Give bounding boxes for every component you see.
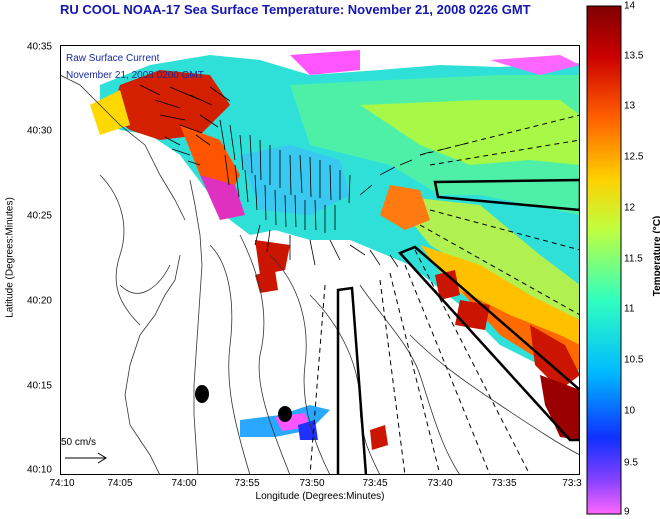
x-tick-label: 74:10 — [49, 478, 75, 489]
colorbar-tick: 14 — [624, 0, 636, 12]
current-vectors — [139, 84, 469, 268]
buoy-marker — [195, 385, 209, 403]
x-tick-label: 73:50 — [299, 478, 325, 489]
colorbar-gradient — [586, 5, 622, 515]
colorbar-tick: 11 — [624, 303, 635, 315]
legend-current-date: November 21, 2008 0200 GMT — [66, 70, 204, 81]
y-tick-label: 40:25 — [26, 210, 52, 222]
x-tick-label: 74:00 — [171, 478, 197, 489]
colorbar-tick: 11.5 — [624, 253, 643, 265]
colorbar-tick: 12.5 — [624, 151, 644, 163]
x-tick-label: 73:3 — [562, 478, 582, 489]
colorbar — [586, 5, 622, 515]
y-tick-label: 40:30 — [26, 125, 52, 137]
sst-field — [90, 50, 580, 450]
x-tick-label: 73:35 — [491, 478, 517, 489]
y-tick-label: 40:20 — [26, 295, 52, 307]
colorbar-tick: 10.5 — [624, 354, 644, 366]
y-tick-label: 40:10 — [26, 464, 52, 476]
y-axis-label: Latitude (Degrees:Minutes) — [4, 197, 16, 318]
x-tick-label: 73:45 — [362, 478, 388, 489]
colorbar-tick: 13.5 — [624, 50, 644, 62]
map-title: RU COOL NOAA-17 Sea Surface Temperature:… — [60, 2, 531, 17]
colorbar-tick: 9.5 — [624, 457, 638, 469]
colorbar-tick: 13 — [624, 100, 636, 112]
y-axis-ticks: 40:35 40:30 40:25 40:20 40:15 40:10 — [0, 0, 52, 519]
x-tick-label: 74:05 — [107, 478, 133, 489]
colorbar-tick: 9 — [624, 506, 630, 518]
colorbar-tick: 10 — [624, 405, 636, 417]
scale-arrow — [65, 452, 107, 464]
colorbar-tick: 12 — [624, 202, 636, 214]
buoy-marker — [278, 406, 292, 422]
colorbar-label: Temperature (°C) — [652, 215, 660, 297]
map-frame — [60, 45, 580, 475]
x-tick-label: 73:40 — [427, 478, 453, 489]
scale-label: 50 cm/s — [61, 437, 97, 448]
y-tick-label: 40:35 — [26, 41, 52, 53]
x-tick-label: 73:55 — [234, 478, 260, 489]
survey-boxes — [336, 178, 580, 475]
y-tick-label: 40:15 — [26, 380, 52, 392]
x-axis-label: Longitude (Degrees:Minutes) — [255, 491, 385, 502]
survey-lines-dashed — [309, 114, 580, 475]
sst-map — [60, 45, 580, 475]
legend-raw-current: Raw Surface Current — [66, 53, 160, 64]
